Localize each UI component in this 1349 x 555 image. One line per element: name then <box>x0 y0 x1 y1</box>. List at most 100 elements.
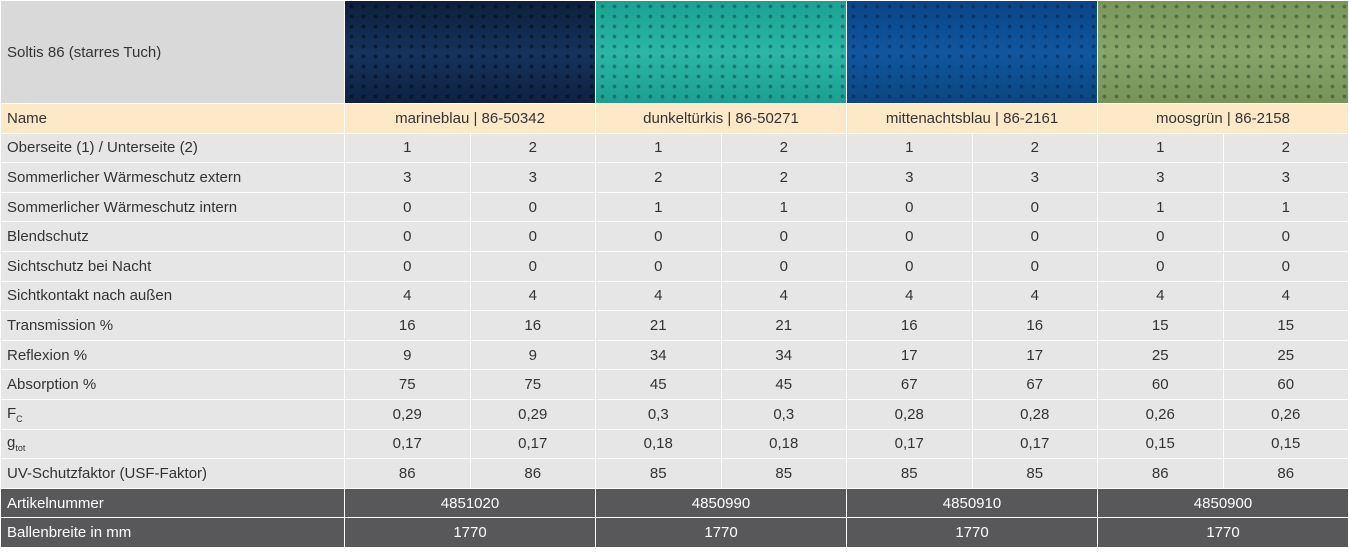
cell: 4 <box>1098 281 1224 311</box>
row-label: UV-Schutzfaktor (USF-Faktor) <box>1 459 345 489</box>
cell: 9 <box>345 340 471 370</box>
cell: 21 <box>721 311 847 341</box>
table-title: Soltis 86 (starres Tuch) <box>1 1 345 104</box>
cell: 17 <box>847 340 973 370</box>
cell: 25 <box>1223 340 1349 370</box>
cell: 85 <box>721 459 847 489</box>
cell: 0,17 <box>470 429 596 459</box>
cell: 34 <box>721 340 847 370</box>
page: Soltis 86 (starres Tuch) Namemarineblau … <box>0 0 1349 555</box>
row-label: FC <box>1 399 345 429</box>
cell: 0 <box>1223 251 1349 281</box>
cell: 0 <box>847 251 973 281</box>
cell: 0 <box>470 251 596 281</box>
cell: 0 <box>1098 251 1224 281</box>
cell: 45 <box>596 370 722 400</box>
row-label-text: Absorption % <box>7 376 96 393</box>
cell: 0 <box>972 222 1098 252</box>
cell: 4851020 <box>345 488 596 518</box>
row-label: Transmission % <box>1 311 345 341</box>
cell: 0 <box>470 222 596 252</box>
cell: 0 <box>972 251 1098 281</box>
cell: 2 <box>972 133 1098 163</box>
cell: 3 <box>1098 163 1224 193</box>
cell: 16 <box>847 311 973 341</box>
cell: 0,15 <box>1223 429 1349 459</box>
cell: 0,29 <box>470 399 596 429</box>
row-label: Sommerlicher Wärmeschutz intern <box>1 192 345 222</box>
cell: 15 <box>1098 311 1224 341</box>
row-label: Ballenbreite in mm <box>1 518 345 548</box>
cell: 0 <box>470 192 596 222</box>
cell: 16 <box>972 311 1098 341</box>
row-label-text: Sichtkontakt nach außen <box>7 287 172 304</box>
row-label: Artikelnummer <box>1 488 345 518</box>
cell: 0,29 <box>345 399 471 429</box>
cell: 1770 <box>1098 518 1349 548</box>
cell: 0,17 <box>847 429 973 459</box>
cell: 86 <box>470 459 596 489</box>
row-label: Sommerlicher Wärmeschutz extern <box>1 163 345 193</box>
row-label-text: F <box>7 405 16 422</box>
row-label: Blendschutz <box>1 222 345 252</box>
cell: 16 <box>470 311 596 341</box>
row-label: Oberseite (1) / Unterseite (2) <box>1 133 345 163</box>
row-label-text: Reflexion % <box>7 347 87 364</box>
cell: 3 <box>972 163 1098 193</box>
cell: 1 <box>1098 192 1224 222</box>
cell: 4 <box>596 281 722 311</box>
row-label: Sichtschutz bei Nacht <box>1 251 345 281</box>
cell: 2 <box>470 133 596 163</box>
cell: 4 <box>345 281 471 311</box>
cell: 0 <box>972 192 1098 222</box>
cell: 85 <box>847 459 973 489</box>
cell: 0 <box>345 192 471 222</box>
cell: 0 <box>847 192 973 222</box>
cell: 67 <box>847 370 973 400</box>
color-name: marineblau | 86-50342 <box>345 104 596 134</box>
cell: 3 <box>470 163 596 193</box>
cell: 3 <box>847 163 973 193</box>
cell: 0,28 <box>972 399 1098 429</box>
cell: 4850990 <box>596 488 847 518</box>
cell: 4 <box>470 281 596 311</box>
row-label: Reflexion % <box>1 340 345 370</box>
cell: 4 <box>721 281 847 311</box>
row-label-sub: tot <box>15 443 25 453</box>
cell: 4 <box>1223 281 1349 311</box>
cell: 2 <box>596 163 722 193</box>
cell: 2 <box>721 163 847 193</box>
cell: 0 <box>345 251 471 281</box>
cell: 0,26 <box>1223 399 1349 429</box>
cell: 0,18 <box>721 429 847 459</box>
cell: 0 <box>721 222 847 252</box>
row-label: gtot <box>1 429 345 459</box>
cell: 3 <box>1223 163 1349 193</box>
color-name: moosgrün | 86-2158 <box>1098 104 1349 134</box>
cell: 1 <box>721 192 847 222</box>
swatch-row: Soltis 86 (starres Tuch) <box>1 1 1349 104</box>
cell: 85 <box>596 459 722 489</box>
cell: 1 <box>345 133 471 163</box>
cell: 25 <box>1098 340 1224 370</box>
cell: 60 <box>1223 370 1349 400</box>
cell: 1770 <box>345 518 596 548</box>
row-label: Sichtkontakt nach außen <box>1 281 345 311</box>
cell: 16 <box>345 311 471 341</box>
cell: 0 <box>847 222 973 252</box>
cell: 34 <box>596 340 722 370</box>
row-label-sub: C <box>16 414 23 424</box>
cell: 15 <box>1223 311 1349 341</box>
cell: 86 <box>1098 459 1224 489</box>
cell: 9 <box>470 340 596 370</box>
